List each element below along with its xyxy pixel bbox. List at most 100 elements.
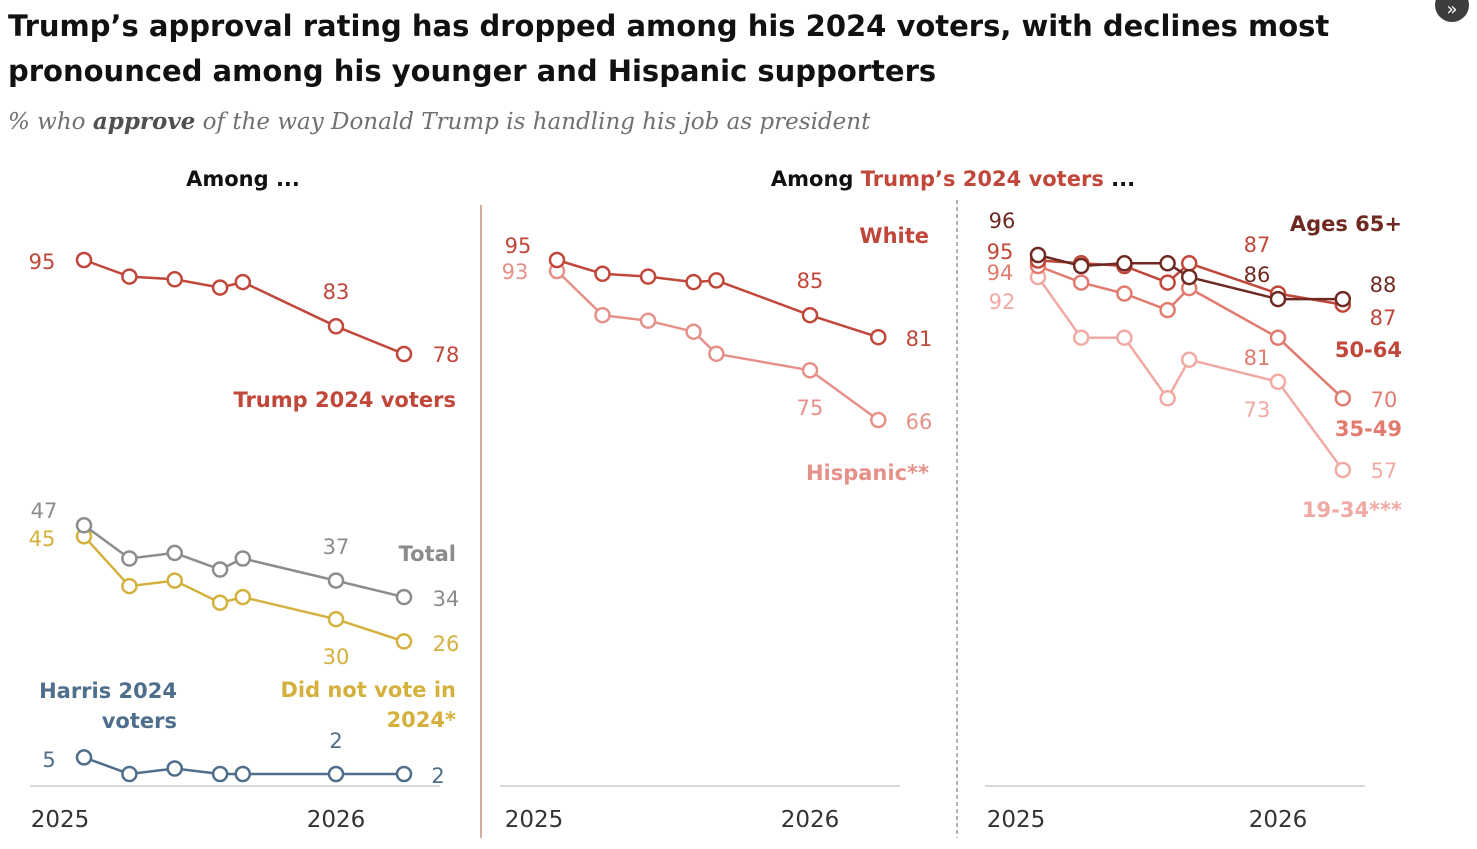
data-point [685, 273, 702, 291]
data-label: 93 [502, 260, 529, 284]
series-label-white: White [859, 224, 929, 248]
data-point [685, 323, 702, 340]
panel-2-heading-suffix: ... [1104, 167, 1135, 191]
data-label: 30 [323, 645, 350, 669]
data-point [327, 318, 345, 335]
x-tick-2025: 2025 [505, 807, 564, 833]
data-label: 88 [1370, 273, 1397, 297]
data-point [1159, 390, 1176, 407]
double-chevron-right-icon: » [1446, 0, 1458, 20]
data-point [1159, 301, 1176, 319]
data-point [1269, 290, 1287, 308]
panel-2-heading-prefix: Among [771, 167, 861, 191]
panel-1-series [75, 251, 413, 783]
data-point [121, 268, 138, 285]
data-point [1159, 255, 1176, 272]
data-point [121, 550, 138, 567]
data-point [75, 517, 93, 534]
panel-2-series [548, 251, 887, 429]
chart-title: Trump’s approval rating has dropped amon… [8, 9, 1330, 88]
data-label: 45 [29, 527, 56, 551]
data-point [708, 272, 725, 289]
data-point [1116, 285, 1133, 302]
data-point [234, 588, 252, 606]
expand-icon[interactable]: » [1435, 0, 1469, 22]
data-label: 87 [1244, 233, 1271, 257]
data-point [639, 312, 657, 329]
data-point [211, 765, 229, 783]
data-point [708, 345, 725, 363]
data-point [75, 749, 93, 766]
data-label: 47 [31, 499, 58, 523]
series-label-did-not-vote: Did not vote in 2024* [280, 678, 456, 732]
data-point [234, 765, 252, 783]
data-point [1269, 373, 1287, 391]
data-label: 92 [989, 290, 1016, 314]
series-label-ages-50-64: 50-64 [1335, 338, 1402, 362]
data-label: 85 [797, 269, 824, 293]
data-label: 95 [987, 240, 1014, 264]
data-label: 75 [797, 396, 824, 420]
data-label: 78 [433, 343, 460, 367]
data-point [166, 572, 183, 589]
panel-1-heading: Among ... [186, 167, 300, 191]
data-point [211, 561, 229, 578]
data-label: 73 [1244, 398, 1271, 422]
data-point [1180, 351, 1198, 368]
data-label: 5 [42, 748, 55, 772]
panel-2-heading-highlight: Trump’s 2024 voters [861, 167, 1104, 191]
panel-3-series [1029, 246, 1352, 479]
data-point [639, 268, 657, 285]
data-label: 87 [1370, 306, 1397, 330]
series-label-hispanic: Hispanic** [806, 461, 929, 485]
data-label: 95 [505, 234, 532, 258]
data-label: 96 [989, 209, 1016, 233]
data-point [1180, 268, 1198, 286]
x-tick-2025: 2025 [987, 807, 1046, 833]
data-point [548, 251, 566, 269]
x-tick-2026: 2026 [307, 807, 366, 833]
data-label: 95 [29, 250, 56, 274]
data-point [211, 279, 229, 296]
series-label-did-not-vote-line-2: 2024* [387, 708, 456, 732]
data-point [1116, 255, 1133, 272]
data-point [1116, 329, 1133, 346]
data-point [1159, 274, 1176, 291]
subtitle-suffix: of the way Donald Trump is handling his … [195, 109, 871, 135]
chart-subtitle: % who approve of the way Donald Trump is… [8, 108, 870, 135]
series-label-trump-voters: Trump 2024 voters [233, 388, 456, 412]
series-line [556, 270, 880, 422]
data-label: 66 [906, 410, 933, 434]
x-tick-2026: 2026 [781, 807, 840, 833]
data-point [1334, 461, 1352, 479]
data-point [121, 577, 138, 595]
data-point [594, 306, 611, 324]
series-line [1036, 276, 1344, 471]
data-point [1180, 255, 1198, 272]
subtitle-prefix: % who [8, 109, 93, 135]
data-point [166, 544, 183, 562]
data-point [801, 306, 819, 324]
data-point [75, 251, 93, 269]
data-point [121, 765, 138, 783]
data-point [1072, 257, 1090, 275]
data-point [395, 345, 413, 363]
data-point [327, 572, 345, 589]
data-point [594, 265, 611, 283]
data-point [801, 362, 819, 379]
series-label-ages-65: Ages 65+ [1290, 212, 1402, 236]
data-label: 81 [1244, 346, 1271, 370]
data-point [211, 594, 229, 611]
data-label: 2 [329, 729, 342, 753]
panel-2-heading: Among Trump’s 2024 voters ... [771, 167, 1135, 191]
series-label-total: Total [399, 542, 456, 566]
data-label: 26 [433, 632, 460, 656]
data-point [870, 411, 887, 429]
series-label-harris-voters-line-2: voters [102, 709, 177, 733]
data-point [1029, 246, 1047, 264]
data-point [395, 765, 413, 783]
x-tick-2025: 2025 [31, 807, 90, 833]
data-label: 57 [1371, 459, 1398, 483]
series-label-did-not-vote-line-1: Did not vote in [280, 678, 456, 702]
